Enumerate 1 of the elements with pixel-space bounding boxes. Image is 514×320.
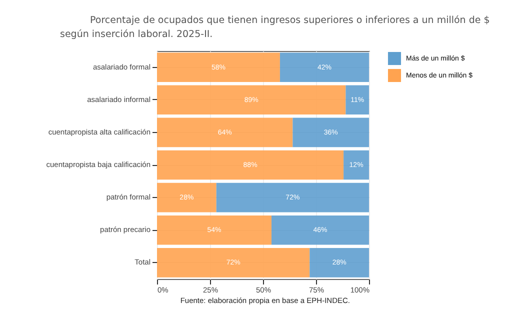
chart-title: Porcentaje de ocupados que tienen ingresos superiores o inferiores a un millón de $ según inserción laboral. 2025-II. [60,14,491,42]
